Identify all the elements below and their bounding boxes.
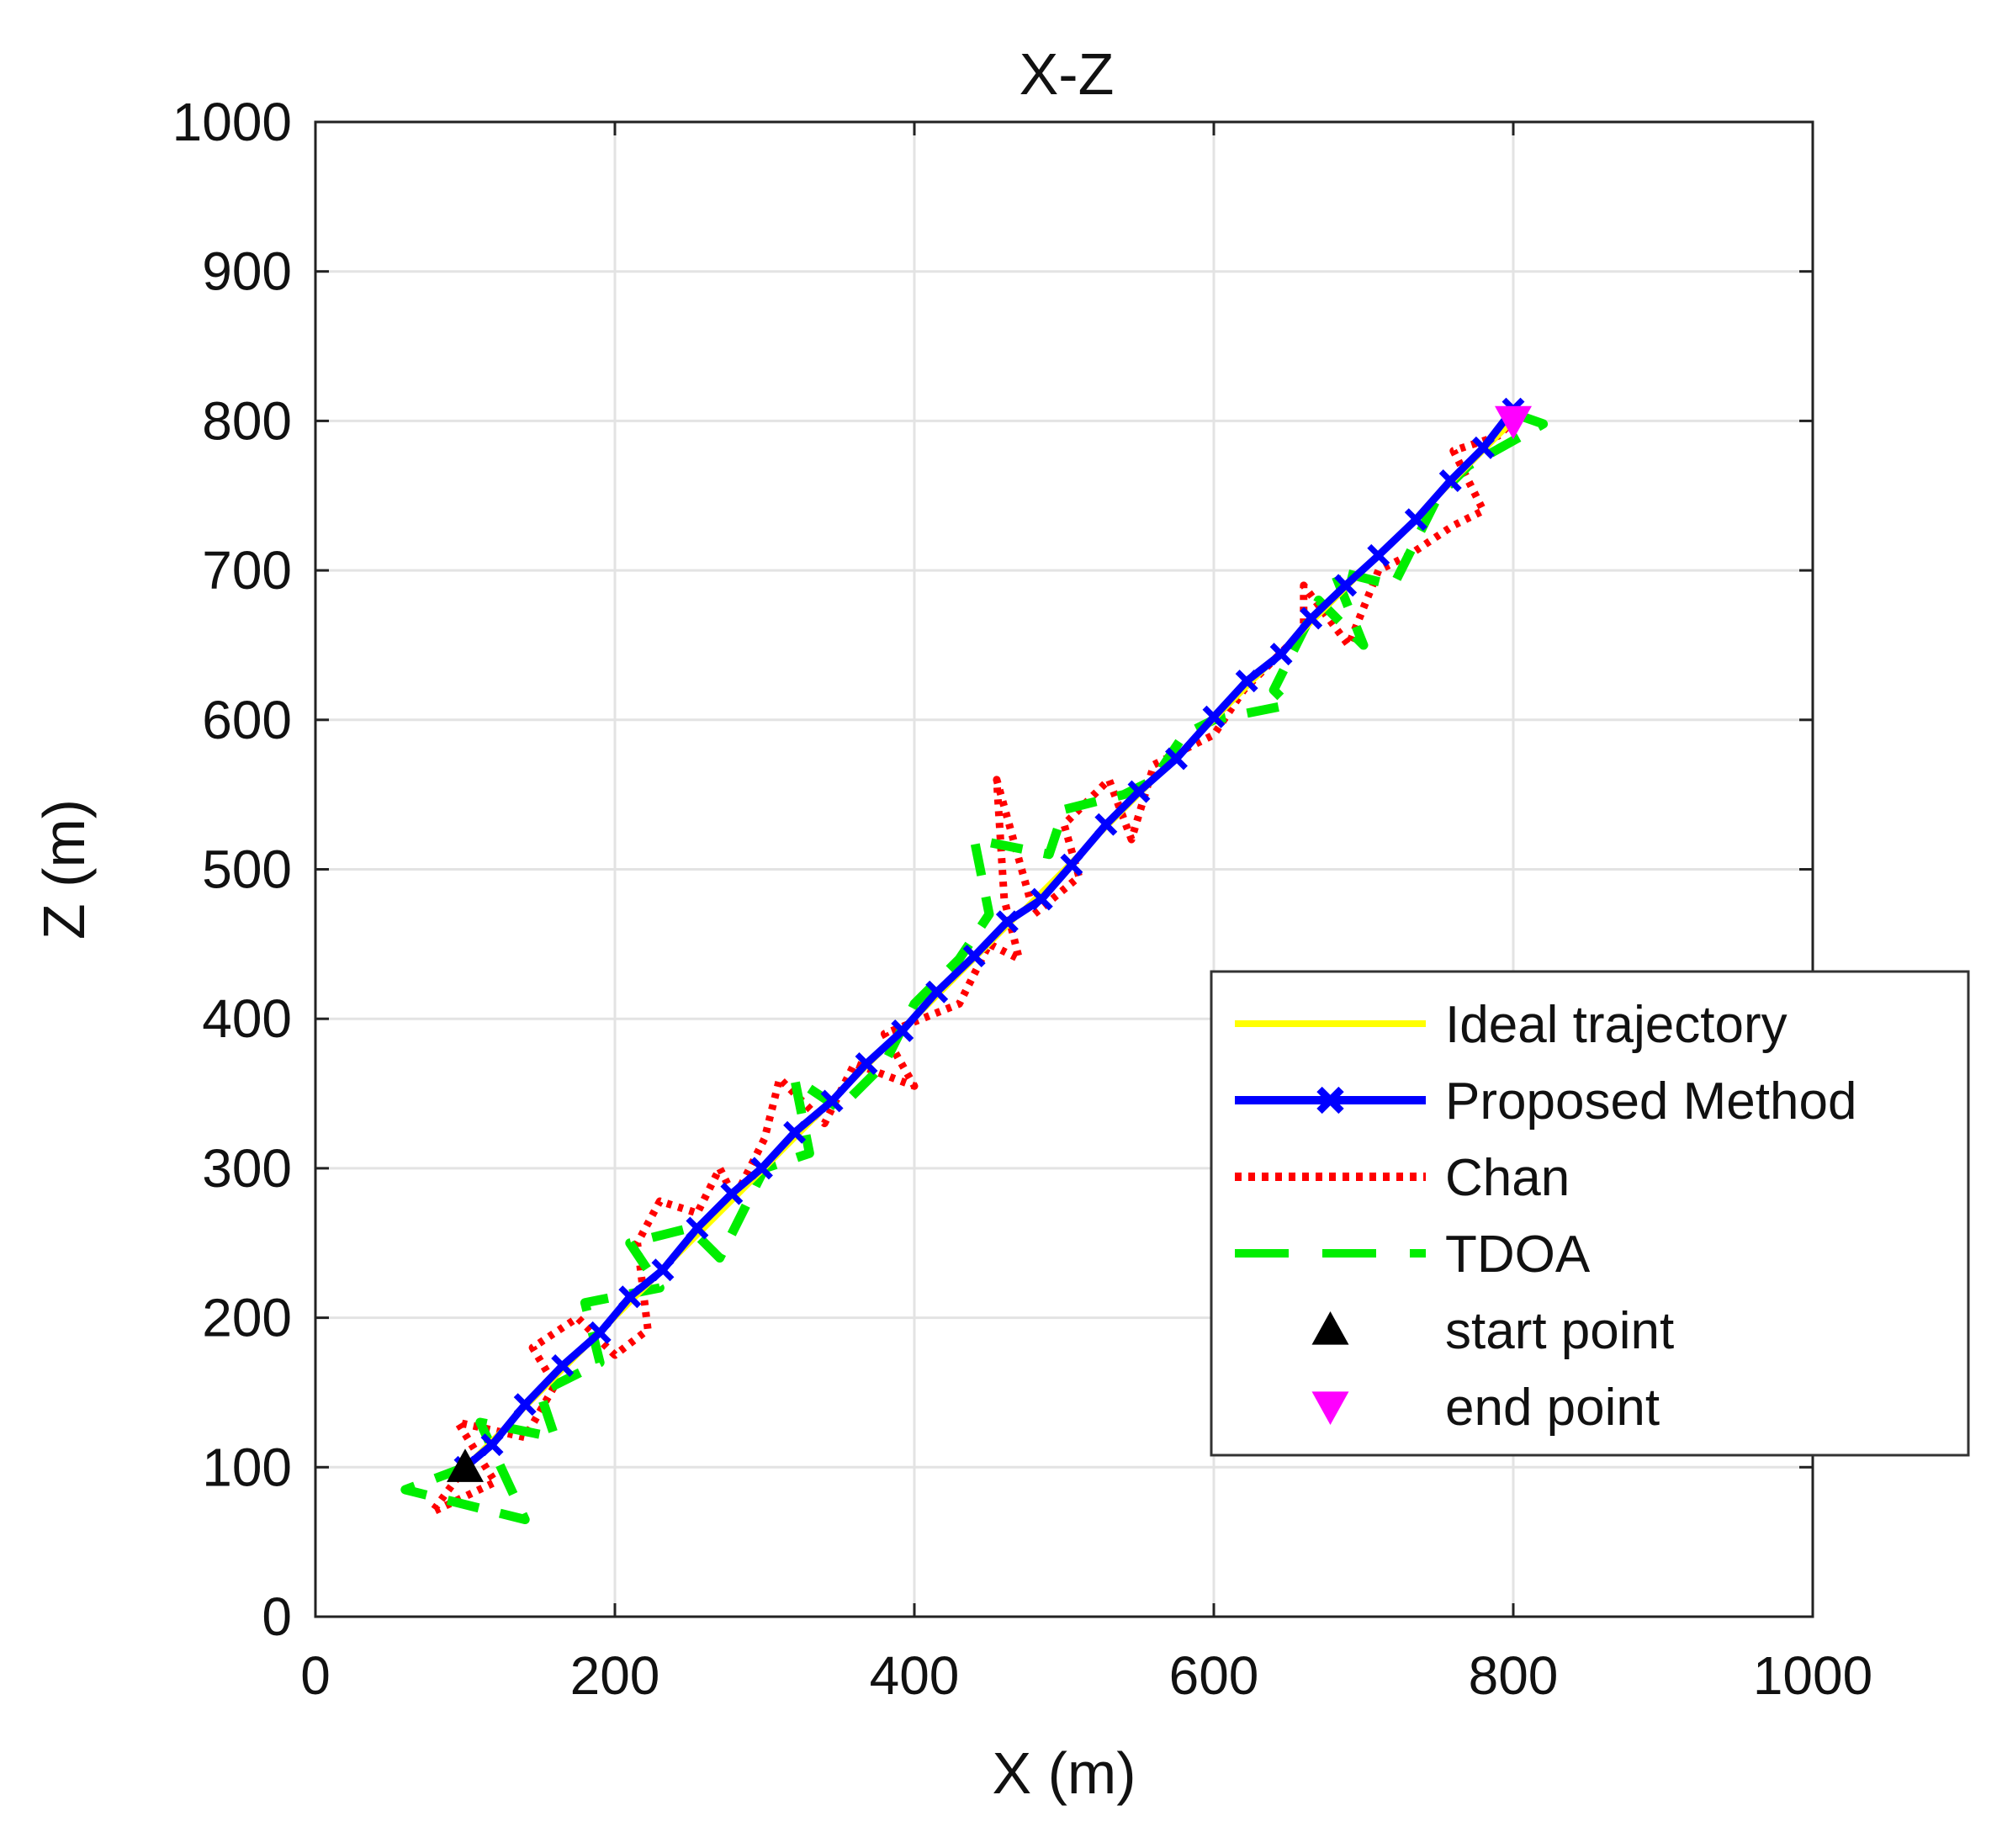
y-tick-label: 200: [202, 1288, 292, 1348]
legend-box: [1210, 970, 1970, 1457]
y-tick-label: 600: [202, 690, 292, 750]
data-point: [962, 945, 986, 968]
data-point: [749, 1157, 773, 1180]
data-point: [1367, 543, 1390, 567]
legend-label: start point: [1445, 1302, 1674, 1360]
legend-label: Ideal trajectory: [1445, 996, 1788, 1054]
data-point: [925, 980, 949, 1003]
data-point: [855, 1052, 878, 1075]
end-point-marker: [1495, 405, 1532, 440]
legend-swatch: [1311, 1391, 1349, 1425]
data-point: [513, 1393, 537, 1416]
x-tick-label: 400: [870, 1645, 960, 1706]
x-tick-label: 1000: [1753, 1645, 1872, 1706]
x-tick-label: 200: [570, 1645, 660, 1706]
data-point: [1471, 436, 1495, 459]
legend-swatch: [1311, 1311, 1349, 1345]
x-axis-label: X (m): [992, 1740, 1136, 1806]
data-point: [1235, 670, 1258, 693]
y-tick-label: 400: [202, 988, 292, 1049]
data-point: [1404, 508, 1427, 532]
series-line: [428, 418, 1517, 1517]
legend-label: Chan: [1445, 1149, 1570, 1207]
data-point: [1127, 780, 1151, 803]
legend-swatch-marker: [1316, 1086, 1344, 1115]
chart-title: X-Z: [1020, 41, 1115, 107]
y-tick-label: 500: [202, 839, 292, 900]
legend-item: Chan: [1235, 1149, 1570, 1207]
data-point: [783, 1120, 807, 1144]
data-point: [995, 910, 1019, 934]
legend: Ideal trajectory Proposed Method Chan TDOA s…: [1210, 970, 1970, 1457]
legend-item: TDOA: [1235, 1226, 1591, 1284]
y-tick-label: 800: [202, 390, 292, 451]
data-point: [820, 1089, 844, 1113]
data-point: [1300, 606, 1323, 630]
y-axis-label: Z (m): [31, 799, 97, 940]
data-point: [588, 1321, 612, 1344]
legend-item: end point: [1311, 1379, 1660, 1437]
legend-item: Proposed Method: [1235, 1072, 1856, 1131]
data-point: [1269, 643, 1293, 666]
y-tick-label: 900: [202, 241, 292, 302]
series-line: [400, 409, 1549, 1524]
y-tick-label: 0: [262, 1586, 292, 1647]
start-point-marker: [447, 1448, 484, 1482]
y-tick-label: 700: [202, 540, 292, 601]
series-chan: [428, 418, 1517, 1517]
data-point: [891, 1019, 914, 1042]
y-tick-label: 1000: [172, 92, 292, 152]
data-point: [1030, 887, 1053, 911]
data-point: [480, 1433, 504, 1457]
data-point: [1165, 747, 1188, 770]
data-point: [1202, 705, 1226, 728]
data-point: [651, 1258, 675, 1282]
series-layer: [400, 397, 1549, 1524]
series-proposed-method: [453, 397, 1525, 1479]
series-end-point: [1495, 405, 1532, 440]
series-tdoa: [400, 409, 1549, 1524]
x-tick-label: 0: [300, 1645, 331, 1706]
data-point: [1438, 469, 1462, 492]
data-point: [1094, 813, 1118, 836]
data-point: [686, 1216, 709, 1240]
y-tick-label: 300: [202, 1138, 292, 1199]
legend-label: Proposed Method: [1445, 1072, 1856, 1131]
x-tick-label: 800: [1469, 1645, 1559, 1706]
legend-label: end point: [1445, 1379, 1660, 1437]
data-point: [1060, 853, 1083, 876]
data-point: [551, 1353, 575, 1377]
series-start-point: [447, 1448, 484, 1482]
axis-ticks: 0 200 400 600 800 1000 0 100 200 300 400 500 600 700 8…: [172, 92, 1873, 1706]
data-point: [618, 1285, 642, 1309]
legend-item: start point: [1311, 1302, 1674, 1360]
data-point: [720, 1182, 744, 1205]
legend-label: TDOA: [1445, 1226, 1591, 1284]
x-tick-label: 600: [1169, 1645, 1259, 1706]
legend-item: Ideal trajectory: [1235, 996, 1788, 1054]
y-tick-label: 100: [202, 1437, 292, 1497]
data-point: [1334, 574, 1358, 597]
